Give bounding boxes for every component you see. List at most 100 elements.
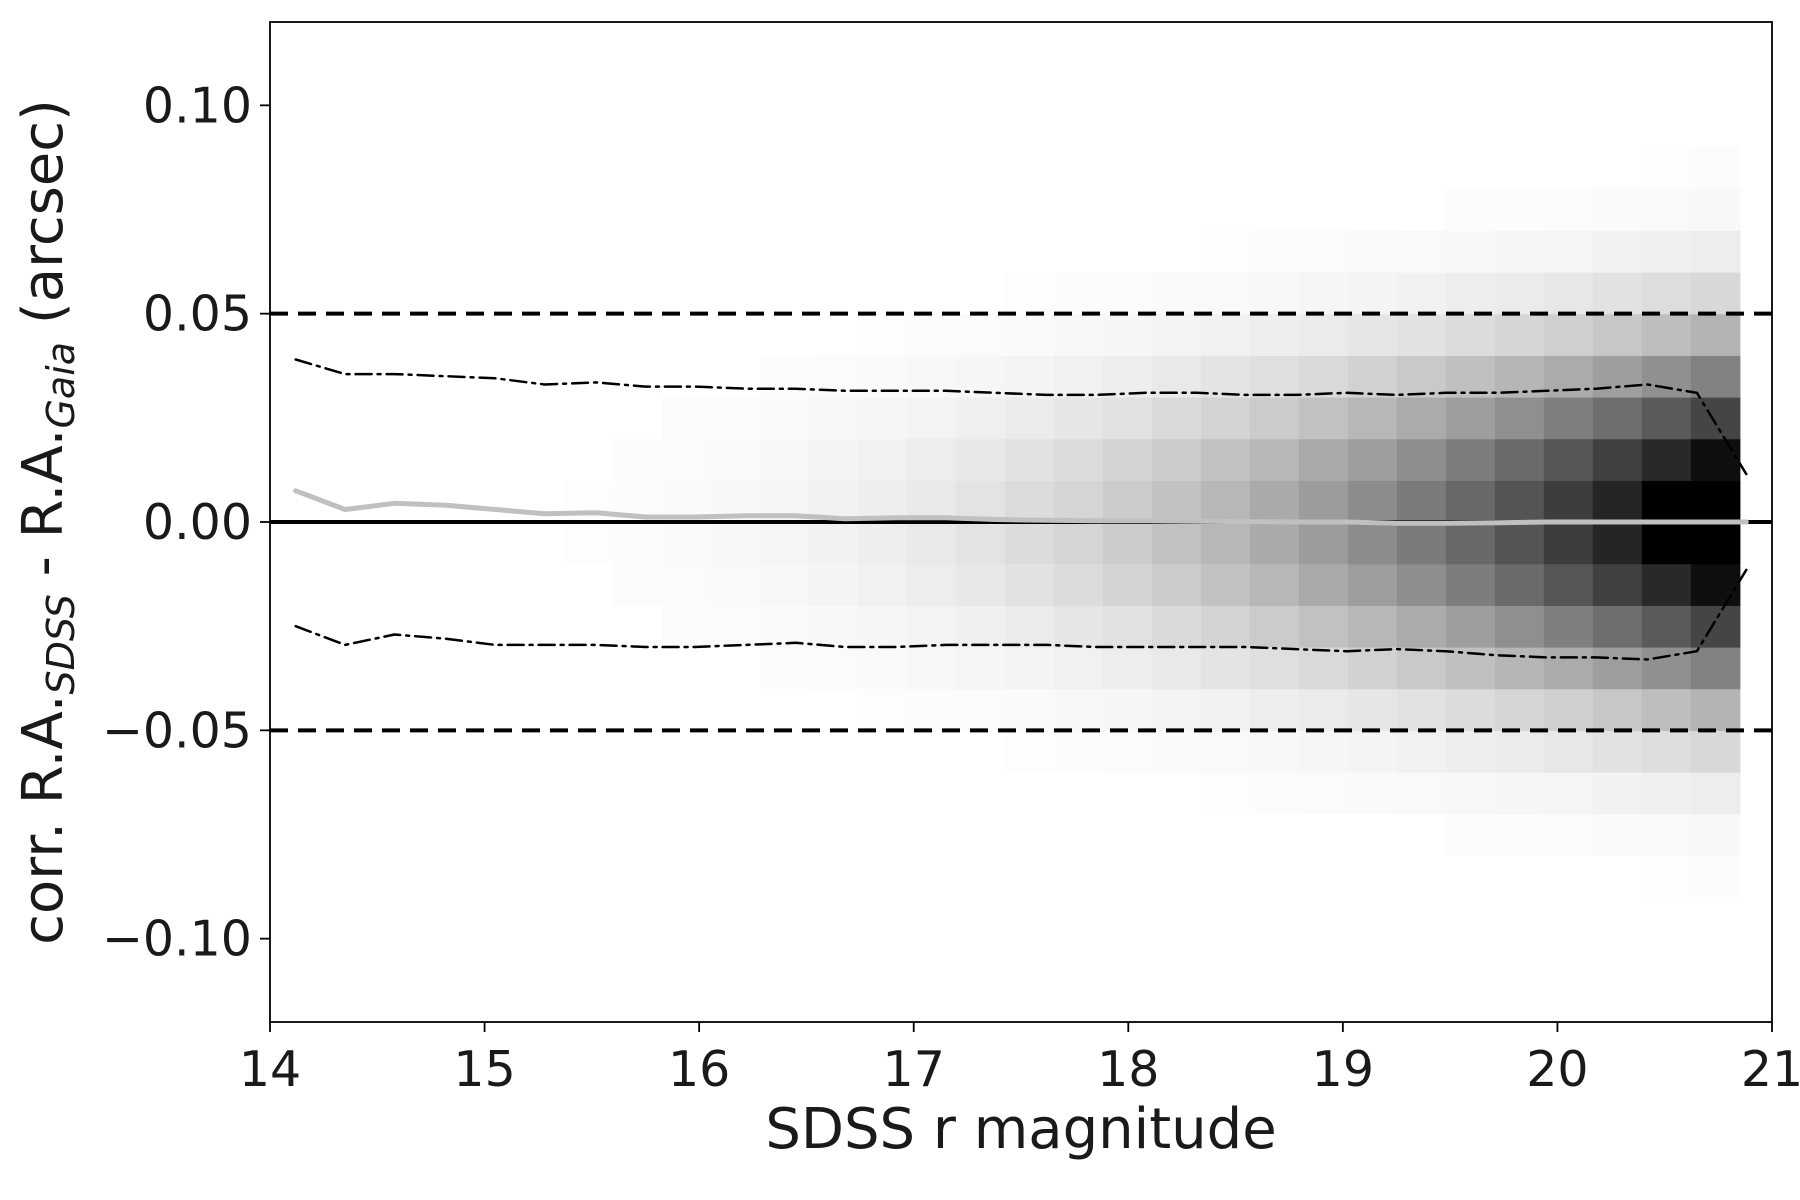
heatmap-cell xyxy=(1298,355,1349,398)
heatmap-cell xyxy=(1200,605,1251,648)
heatmap-cell xyxy=(1494,522,1545,565)
heatmap-cell xyxy=(1053,647,1104,690)
heatmap-cell xyxy=(1445,188,1496,231)
heatmap-cell xyxy=(1200,522,1251,565)
heatmap-cell xyxy=(1347,438,1398,481)
heatmap-cell xyxy=(857,522,908,565)
heatmap-cell xyxy=(1347,688,1398,731)
heatmap-cell xyxy=(808,563,859,606)
heatmap-cell xyxy=(1543,688,1594,731)
heatmap-cell xyxy=(1004,313,1055,356)
heatmap-cell xyxy=(906,397,957,440)
heatmap-cell xyxy=(857,647,908,690)
heatmap-cell xyxy=(1396,480,1447,523)
heatmap-cell xyxy=(1592,272,1643,315)
heatmap-cell xyxy=(1641,272,1692,315)
heatmap-cell xyxy=(1102,397,1153,440)
heatmap-cell xyxy=(1396,522,1447,565)
heatmap-cell xyxy=(1543,480,1594,523)
heatmap-cell xyxy=(1102,355,1153,398)
heatmap-cell xyxy=(1641,438,1692,481)
heatmap-cell xyxy=(1690,438,1741,481)
heatmap-cell xyxy=(906,563,957,606)
heatmap-cell xyxy=(1200,230,1251,273)
y-axis-label-prefix: corr. R.A. xyxy=(11,694,76,944)
heatmap-cell xyxy=(1249,522,1300,565)
heatmap-cell xyxy=(955,355,1006,398)
heatmap-cell xyxy=(1690,188,1741,231)
heatmap-cell xyxy=(612,522,663,565)
y-axis-label: corr. R.A.SDSS - R.A.Gaia (arcsec) xyxy=(11,99,83,945)
heatmap-cell xyxy=(1151,355,1202,398)
heatmap-cell xyxy=(1347,230,1398,273)
heatmap-cell xyxy=(1298,438,1349,481)
heatmap-cell xyxy=(1641,647,1692,690)
y-tick-label: 0.05 xyxy=(143,286,252,343)
heatmap-cell xyxy=(1347,522,1398,565)
heatmap-cell xyxy=(808,522,859,565)
heatmap-cell xyxy=(1641,813,1692,856)
heatmap-cell xyxy=(1298,272,1349,315)
y-axis-ticks: −0.10 −0.05 0.00 0.05 0.10 xyxy=(102,77,270,968)
x-axis-ticks: 14 15 16 17 18 19 20 21 xyxy=(239,1022,1800,1098)
heatmap-cell xyxy=(1053,688,1104,731)
heatmap-cell xyxy=(808,397,859,440)
heatmap-cell xyxy=(1053,438,1104,481)
heatmap-cell xyxy=(955,480,1006,523)
heatmap-cell xyxy=(1494,647,1545,690)
heatmap-cell xyxy=(1396,688,1447,731)
heatmap-cell xyxy=(1396,230,1447,273)
heatmap-cell xyxy=(906,647,957,690)
heatmap-cell xyxy=(1053,355,1104,398)
x-tick-label: 21 xyxy=(1741,1041,1800,1098)
heatmap-cell xyxy=(1102,605,1153,648)
heatmap-cell xyxy=(1494,397,1545,440)
heatmap-cell xyxy=(1445,730,1496,773)
heatmap-cell xyxy=(1298,397,1349,440)
heatmap-cell xyxy=(1641,522,1692,565)
heatmap-cell xyxy=(1543,230,1594,273)
heatmap-cell xyxy=(1494,480,1545,523)
heatmap-cell xyxy=(1445,438,1496,481)
heatmap-cell xyxy=(1298,522,1349,565)
x-tick-label: 18 xyxy=(1097,1041,1159,1098)
heatmap-cell xyxy=(1543,355,1594,398)
heatmap-cell xyxy=(1298,605,1349,648)
y-axis-label-sub1: SDSS xyxy=(39,594,83,694)
heatmap-cell xyxy=(1298,730,1349,773)
heatmap-cell xyxy=(1690,563,1741,606)
heatmap-cell xyxy=(710,397,761,440)
heatmap-cell xyxy=(1004,272,1055,315)
heatmap-cell xyxy=(1592,313,1643,356)
heatmap-cell xyxy=(1690,730,1741,773)
upper-dashdot-line xyxy=(294,358,1748,476)
heatmap-cell xyxy=(906,605,957,648)
heatmap-cell xyxy=(1641,147,1692,190)
heatmap-cell xyxy=(1592,397,1643,440)
heatmap-cell xyxy=(1102,688,1153,731)
heatmap-cell xyxy=(1004,730,1055,773)
heatmap-cell xyxy=(661,522,712,565)
heatmap-cell xyxy=(1249,772,1300,815)
heatmap-cell xyxy=(1543,397,1594,440)
heatmap-cell xyxy=(1690,855,1741,898)
heatmap-cell xyxy=(1494,605,1545,648)
heatmap-cell xyxy=(857,438,908,481)
heatmap-cell xyxy=(1102,480,1153,523)
heatmap-cell xyxy=(1641,397,1692,440)
heatmap-cell xyxy=(808,647,859,690)
heatmap-cell xyxy=(1200,313,1251,356)
heatmap-cell xyxy=(808,605,859,648)
heatmap-cell xyxy=(612,563,663,606)
heatmap-cell xyxy=(1592,522,1643,565)
heatmap-cell xyxy=(1690,397,1741,440)
heatmap-cell xyxy=(1641,605,1692,648)
heatmap-cell xyxy=(1494,272,1545,315)
heatmap-cell xyxy=(1102,647,1153,690)
heatmap-cell xyxy=(759,647,810,690)
heatmap-cell xyxy=(1396,438,1447,481)
heatmap-cell xyxy=(1200,355,1251,398)
heatmap-cell xyxy=(1151,730,1202,773)
heatmap-cell xyxy=(955,438,1006,481)
